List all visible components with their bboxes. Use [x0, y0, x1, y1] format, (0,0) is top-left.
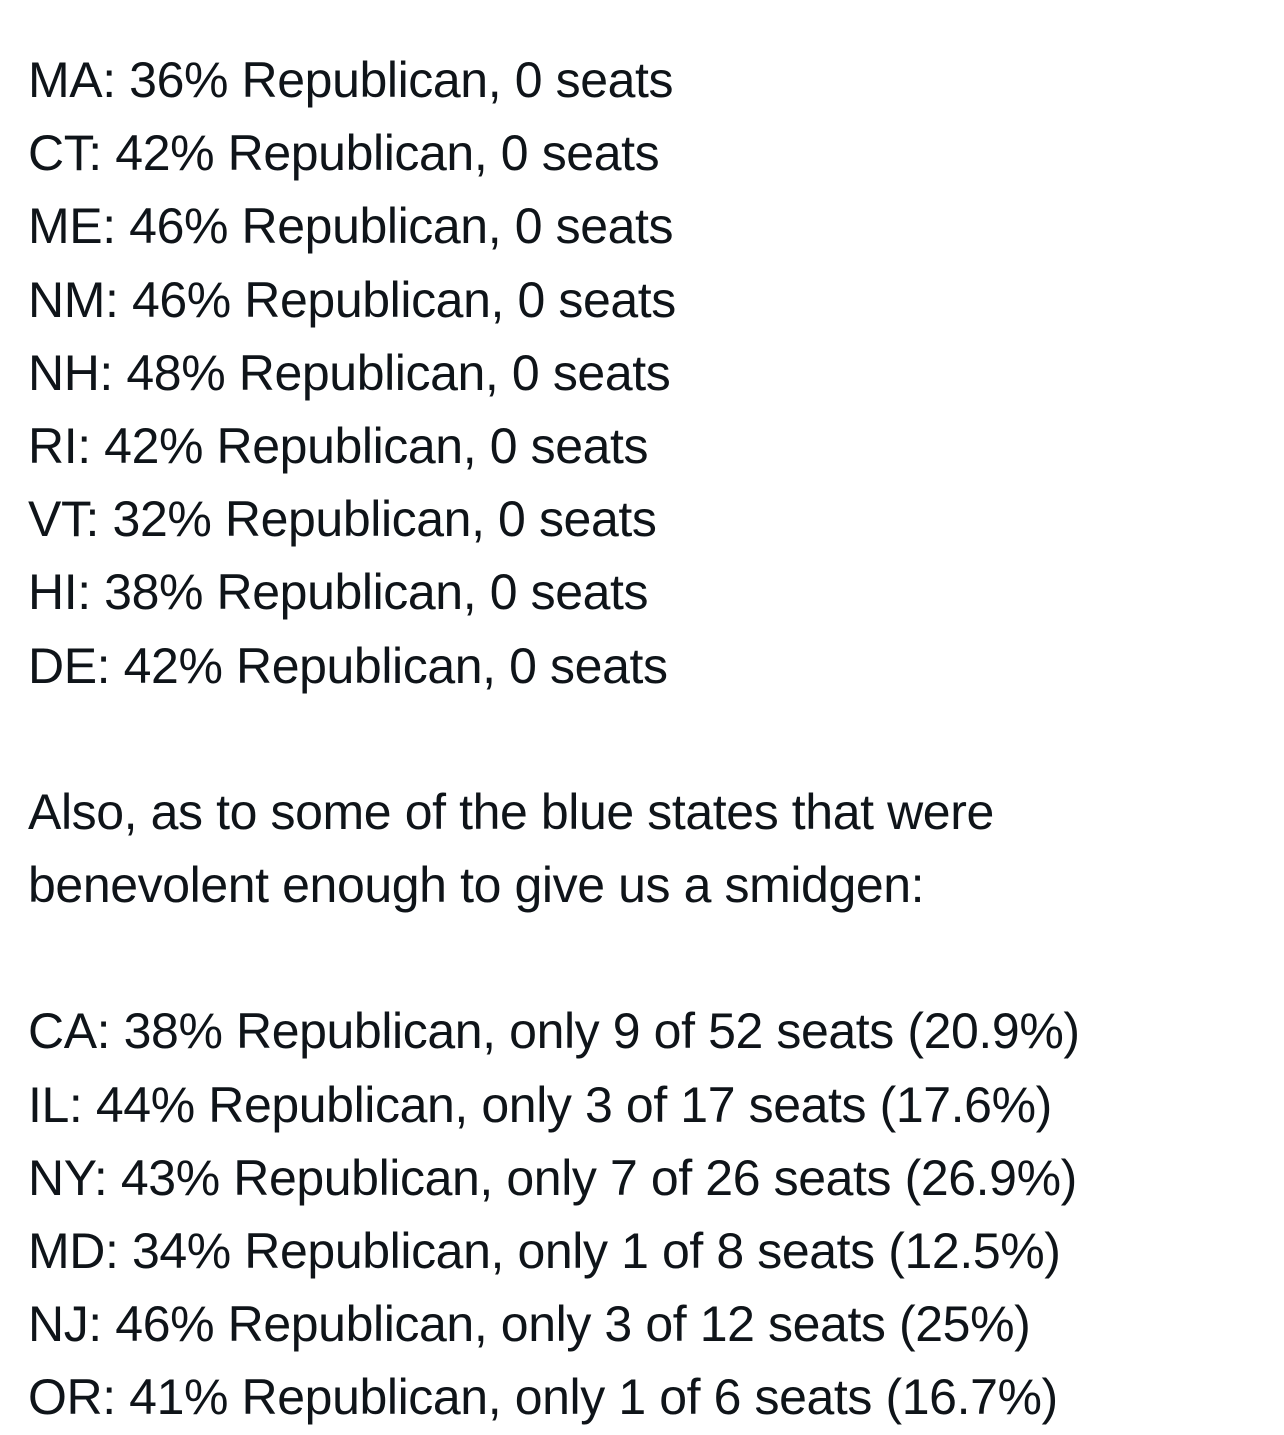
state-line: MA: 36% Republican, 0 seats	[28, 52, 674, 108]
state-line: VT: 32% Republican, 0 seats	[28, 491, 657, 548]
state-line: CT: 42% Republican, 0 seats	[28, 125, 660, 182]
state-line: NM: 46% Republican, 0 seats	[28, 271, 676, 328]
state-line: NH: 48% Republican, 0 seats	[28, 344, 671, 401]
intro-text-line: benevolent enough to give us a smidgen:	[28, 857, 925, 914]
state-line: CA: 38% Republican, only 9 of 52 seats (…	[28, 1003, 1080, 1060]
state-line: DE: 42% Republican, 0 seats	[28, 637, 668, 694]
state-line: NJ: 46% Republican, only 3 of 12 seats (…	[28, 1296, 1031, 1353]
post-body: MA: 36% Republican, 0 seats CT: 42% Repu…	[28, 44, 1268, 1435]
state-line: ME: 46% Republican, 0 seats	[28, 198, 674, 255]
state-line: RI: 42% Republican, 0 seats	[28, 417, 649, 474]
state-line: HI: 38% Republican, 0 seats	[28, 564, 649, 621]
state-line: OR: 41% Republican, only 1 of 6 seats (1…	[28, 1369, 1058, 1426]
state-line: MD: 34% Republican, only 1 of 8 seats (1…	[28, 1223, 1061, 1279]
state-line: IL: 44% Republican, only 3 of 17 seats (…	[28, 1076, 1052, 1133]
intro-text-line: Also, as to some of the blue states that…	[28, 783, 994, 840]
paragraph-gap	[28, 922, 1268, 995]
paragraph-gap	[28, 703, 1268, 776]
state-line: NY: 43% Republican, only 7 of 26 seats (…	[28, 1149, 1077, 1206]
